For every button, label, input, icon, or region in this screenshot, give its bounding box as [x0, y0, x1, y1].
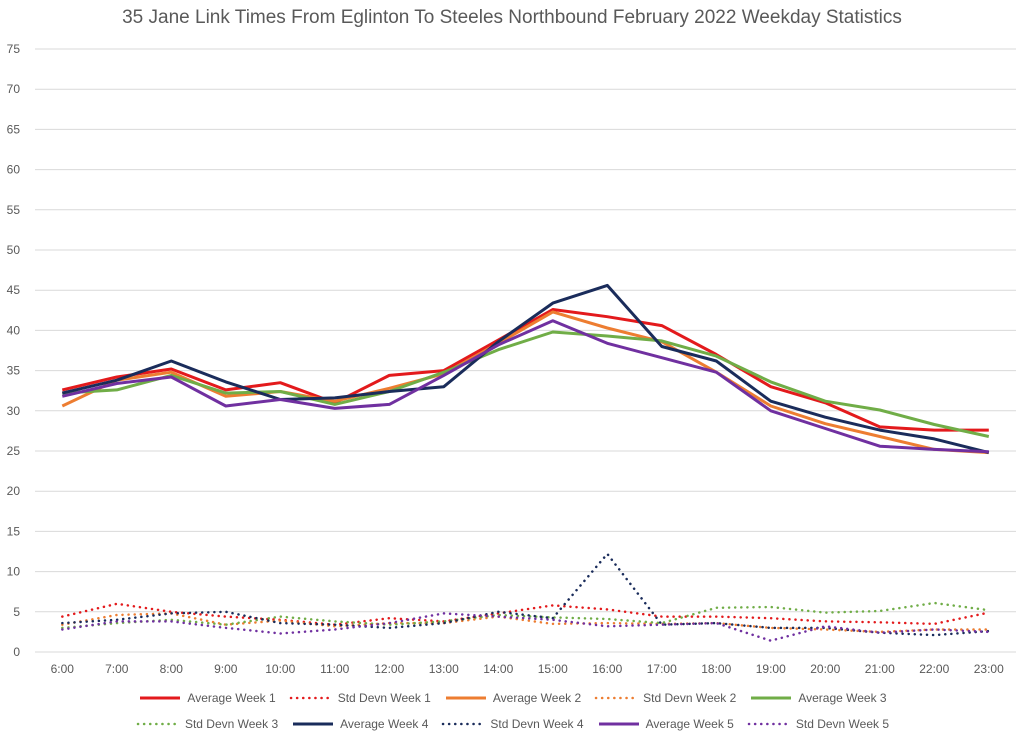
x-tick-label: 22:00 [919, 662, 949, 676]
y-tick-label: 10 [7, 565, 21, 579]
y-tick-label: 75 [7, 42, 21, 56]
y-tick-label: 40 [7, 323, 21, 337]
series-line-std-devn-week-2 [61, 612, 991, 634]
y-tick-label: 30 [7, 404, 21, 418]
legend-label: Average Week 4 [340, 717, 429, 731]
y-axis-tick-labels: 0 5 10 15 20 25 30 35 40 45 50 55 60 65 70 75 [7, 42, 21, 659]
legend-swatch [136, 722, 180, 726]
y-tick-label: 35 [7, 364, 21, 378]
x-tick-label: 21:00 [865, 662, 895, 676]
series-lines [61, 283, 991, 642]
x-tick-label: 9:00 [214, 662, 238, 676]
legend-item: Average Week 2 [443, 691, 581, 705]
y-tick-label: 5 [13, 605, 20, 619]
legend-item: Average Week 4 [290, 717, 428, 731]
x-tick-label: 17:00 [647, 662, 677, 676]
legend-swatch [289, 696, 332, 700]
series-line-average-week-3 [62, 330, 990, 438]
chart-title: 35 Jane Link Times From Eglinton To Stee… [122, 7, 902, 28]
legend-swatch [751, 696, 792, 700]
legend-label: Std Devn Week 1 [337, 691, 431, 705]
legend-swatch [293, 722, 334, 726]
y-tick-label: 25 [7, 444, 21, 458]
legend-row-2: Std Devn Week 3 Average Week 4 Std Devn We… [0, 717, 1024, 731]
legend-label: Std Devn Week 5 [795, 717, 890, 731]
y-tick-label: 15 [7, 524, 21, 538]
legend-label: Std Devn Week 3 [184, 717, 279, 731]
x-tick-label: 14:00 [483, 662, 513, 676]
legend-swatch [445, 696, 486, 700]
legend-swatch [442, 722, 485, 726]
legend-item: Std Devn Week 4 [440, 717, 584, 731]
x-tick-label: 8:00 [160, 662, 184, 676]
x-tick-label: 15:00 [538, 662, 568, 676]
legend-label: Std Devn Week 4 [490, 717, 584, 731]
legend-label: Average Week 3 [798, 691, 887, 705]
x-axis-tick-labels: 6:00 7:00 8:00 9:00 10:00 11:00 12:00 13:00 14:0… [51, 662, 1005, 676]
x-tick-label: 11:00 [320, 662, 349, 676]
legend-swatch [594, 696, 638, 700]
series-line-std-devn-week-5 [61, 612, 991, 642]
legend-label: Average Week 1 [187, 691, 276, 705]
legend-swatch [598, 722, 639, 726]
legend-row-1: Average Week 1 Std Devn Week 1 Average Wee… [0, 691, 1024, 705]
series-line-std-devn-week-1 [61, 602, 991, 626]
x-tick-label: 19:00 [756, 662, 786, 676]
x-tick-label: 13:00 [429, 662, 459, 676]
y-tick-label: 70 [7, 82, 21, 96]
y-tick-label: 55 [7, 203, 21, 217]
x-tick-label: 18:00 [701, 662, 731, 676]
legend-label: Std Devn Week 2 [643, 691, 737, 705]
legend-item: Average Week 5 [596, 717, 734, 731]
legend-item: Average Week 3 [748, 691, 887, 705]
legend-item: Std Devn Week 1 [288, 691, 431, 705]
y-tick-label: 20 [7, 484, 21, 498]
x-tick-label: 6:00 [51, 662, 75, 676]
legend-item: Std Devn Week 5 [746, 717, 889, 731]
legend-item: Std Devn Week 2 [593, 691, 736, 705]
legend-swatch [747, 722, 791, 726]
y-tick-label: 65 [7, 122, 21, 136]
series-line-average-week-2 [61, 310, 989, 455]
y-tick-label: 60 [7, 163, 21, 177]
series-line-average-week-5 [61, 319, 989, 454]
series-line-average-week-1 [61, 308, 989, 432]
y-tick-label: 0 [13, 645, 20, 659]
line-chart: 0 5 10 15 20 25 30 35 40 45 50 55 60 65 70 75 6:00 7:00 8… [7, 42, 1016, 676]
gridlines [35, 48, 1016, 653]
legend-item: Average Week 1 [137, 691, 276, 705]
legend-item: Std Devn Week 3 [135, 717, 278, 731]
y-tick-label: 45 [7, 283, 21, 297]
x-tick-label: 23:00 [974, 662, 1004, 676]
x-tick-label: 7:00 [105, 662, 129, 676]
series-line-average-week-4 [61, 283, 990, 455]
x-tick-label: 10:00 [265, 662, 295, 676]
legend-label: Average Week 5 [645, 717, 734, 731]
y-tick-label: 50 [7, 243, 21, 257]
legend-swatch [140, 696, 181, 700]
x-tick-label: 20:00 [810, 662, 840, 676]
x-tick-label: 16:00 [592, 662, 622, 676]
x-tick-label: 12:00 [374, 662, 404, 676]
legend-label: Average Week 2 [492, 691, 582, 705]
